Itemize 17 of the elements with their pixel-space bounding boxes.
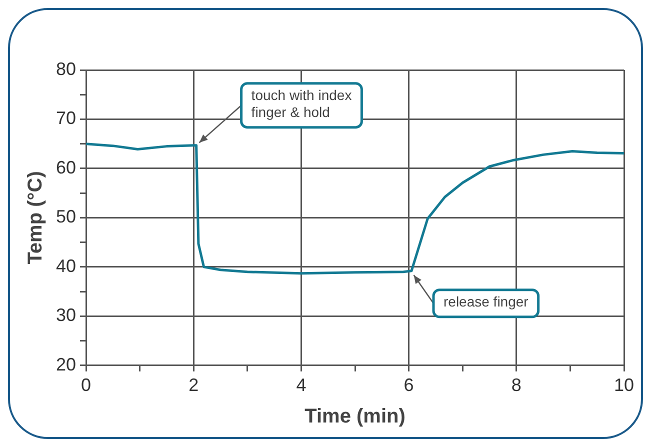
y-tick-label: 40 — [56, 256, 76, 276]
x-tick-label: 10 — [614, 375, 634, 396]
y-tick-label: 60 — [56, 157, 76, 178]
x-tick-label: 2 — [188, 375, 199, 396]
annotation: touch with index finger & hold — [251, 87, 352, 120]
x-tick-label: 4 — [296, 375, 306, 396]
y-axis-title: Temp (°C) — [24, 171, 47, 264]
x-tick-label: 8 — [511, 375, 522, 396]
y-tick-label: 20 — [56, 354, 76, 374]
x-tick-label: 6 — [404, 375, 414, 396]
y-tick-label: 30 — [56, 305, 76, 326]
y-tick-label: 70 — [56, 108, 76, 128]
x-tick-label: 0 — [81, 375, 92, 396]
y-tick-label: 80 — [56, 58, 76, 79]
y-tick-label: 50 — [56, 206, 76, 227]
x-axis-title: Time (min) — [304, 406, 406, 428]
annotation: release finger — [444, 294, 529, 310]
